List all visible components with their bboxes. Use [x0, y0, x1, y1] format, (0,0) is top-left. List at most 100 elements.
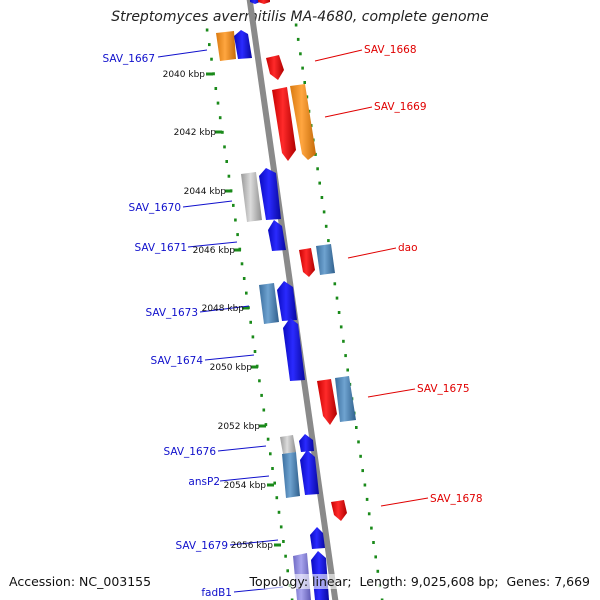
scale-dot-right: [370, 526, 373, 530]
scale-dot-right: [337, 311, 341, 314]
leader-SAV_1671: [187, 241, 238, 248]
scale-dot-right: [367, 512, 371, 516]
scale-dot-right: [320, 196, 324, 199]
gene-SAV_1671: [268, 220, 286, 251]
gene-top-left-fragment: [250, 0, 260, 4]
gene-SAV_1667: [234, 30, 252, 59]
scale-dot-left: [282, 540, 285, 543]
scale-dot-right: [365, 497, 369, 501]
gene-label-ansP2[interactable]: ansP2: [188, 476, 220, 488]
leader-SAV_1670: [182, 200, 233, 208]
scale-dot-left: [279, 525, 283, 529]
scale-dot-left: [290, 598, 294, 600]
gene-ansP2-steel: [282, 452, 300, 498]
gene-dao-red: [299, 248, 315, 277]
scale-tick: [251, 365, 258, 369]
scale-tick: [242, 306, 249, 310]
scale-dot-right: [316, 167, 319, 171]
length-value: 9,025,608 bp: [410, 574, 495, 589]
scale-dot-right: [299, 52, 302, 56]
gene-label-SAV_1671[interactable]: SAV_1671: [134, 242, 187, 254]
leader-SAV_1668: [314, 49, 363, 62]
scale-dot-right: [318, 181, 321, 185]
gene-SAV_1673-steel: [259, 283, 279, 324]
scale-dot-right: [374, 555, 377, 559]
leader-SAV_1679: [229, 539, 279, 546]
scale-tick: [225, 189, 232, 193]
scale-tick: [259, 424, 266, 428]
gene-label-SAV_1675[interactable]: SAV_1675: [417, 383, 470, 395]
gene-label-SAV_1667[interactable]: SAV_1667: [102, 53, 155, 65]
genome-title: Streptomyces avermitilis MA-4680, comple…: [111, 9, 489, 25]
scale-label-2048: 2048 kbp: [202, 304, 245, 314]
scale-dot-left: [277, 510, 281, 514]
gene-label-SAV_1678[interactable]: SAV_1678: [430, 493, 483, 505]
gene-label-SAV_1668[interactable]: SAV_1668: [364, 44, 417, 56]
scale-dot-right: [372, 541, 375, 544]
leader-ansP2: [219, 475, 270, 482]
scale-dot-left: [286, 569, 289, 573]
scale-tick: [234, 248, 241, 252]
scale-dot-left: [208, 43, 211, 47]
scale-dot-left: [242, 277, 246, 280]
genes-label: Genes:: [506, 574, 551, 589]
scale-tick: [215, 130, 222, 134]
scale-dot-left: [232, 203, 235, 207]
scale-dot-right: [327, 239, 330, 243]
scale-dot-left: [221, 130, 224, 134]
scale-dot-left: [260, 393, 263, 397]
gene-label-SAV_1679[interactable]: SAV_1679: [175, 540, 228, 552]
scale-tick: [274, 543, 281, 547]
scale-label-2040: 2040 kbp: [163, 70, 206, 80]
scale-dot-right: [322, 210, 326, 214]
scale-dot-left: [253, 350, 257, 353]
scale-dot-left: [214, 87, 218, 90]
scale-dot-right: [376, 569, 380, 573]
scale-tick: [206, 72, 213, 76]
scale-dot-left: [227, 174, 231, 178]
gene-ansP2: [300, 450, 319, 495]
gene-label-fadB1[interactable]: fadB1: [201, 587, 232, 599]
gene-label-SAV_1670[interactable]: SAV_1670: [128, 202, 181, 214]
leader-SAV_1667: [157, 49, 208, 58]
gene-label-dao[interactable]: dao: [398, 242, 418, 254]
gene-SAV_1674: [283, 318, 305, 381]
gene-label-SAV_1676[interactable]: SAV_1676: [163, 446, 216, 458]
gene-dao-steel: [316, 244, 335, 275]
scale-dot-right: [363, 483, 367, 487]
gene-label-SAV_1674[interactable]: SAV_1674: [150, 355, 203, 367]
scale-dot-left: [210, 57, 213, 61]
scale-dot-right: [335, 296, 339, 300]
scale-label-2050: 2050 kbp: [210, 363, 253, 373]
scale-dot-left: [273, 481, 276, 485]
scale-label-2056: 2056 kbp: [231, 541, 274, 551]
gene-label-SAV_1673[interactable]: SAV_1673: [145, 307, 198, 319]
scale-dot-left: [284, 554, 287, 558]
scale-dot-right: [346, 368, 349, 372]
scale-dot-right: [342, 339, 345, 343]
gene-SAV_1679: [310, 527, 325, 549]
scale-dot-left: [275, 496, 279, 500]
accession-label: Accession:: [9, 574, 76, 589]
topology-value: linear: [312, 574, 348, 589]
leader-SAV_1675: [367, 388, 416, 398]
gene-SAV_1678: [331, 500, 347, 521]
leader-SAV_1678: [380, 497, 429, 507]
scale-dot-right: [301, 66, 304, 70]
gene-label-SAV_1669[interactable]: SAV_1669: [374, 101, 427, 113]
scale-dot-left: [266, 437, 270, 441]
length-label: Length:: [359, 574, 407, 589]
scale-dot-right: [314, 152, 317, 156]
scale-dot-left: [245, 291, 248, 295]
gene-SAV_1670-gray: [241, 172, 262, 222]
scale-dot-right: [339, 325, 343, 329]
gene-SAV_1676: [299, 434, 314, 452]
leader-SAV_1673: [199, 305, 250, 313]
scale-dot-left: [216, 101, 220, 105]
accession-value: NC_003155: [79, 574, 152, 589]
leader-SAV_1669: [324, 106, 373, 118]
genes-value: 7,669: [554, 574, 590, 589]
scale-dot-right: [303, 81, 306, 84]
scale-dot-left: [236, 233, 239, 237]
gene-top-right-fragment: [258, 0, 270, 4]
